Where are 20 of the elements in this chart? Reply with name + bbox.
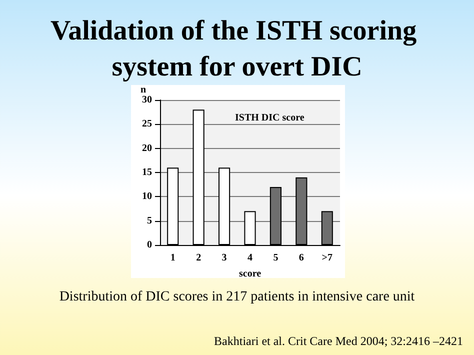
x-axis-title: score: [238, 268, 262, 280]
y-tick-label: 5: [147, 215, 152, 226]
x-tick-label: 1: [170, 252, 176, 264]
text: ISTH DIC score: [235, 112, 305, 124]
chart-title: Validation of the ISTH scoring system for overt DIC: [50, 16, 424, 82]
x-tick-label: 3: [222, 252, 227, 264]
x-tick-label: 4: [248, 252, 252, 264]
x-tick-label: 6: [298, 252, 304, 264]
text: Distribution of DIC scores in 217 patients in intensive care unit: [59, 290, 415, 304]
x-tick-label: 2: [196, 252, 202, 264]
y-tick-label: 0: [147, 240, 152, 250]
y-tick-label: 20: [142, 142, 152, 154]
y-tick-label: 10: [142, 191, 152, 202]
x-tick-label: >7: [322, 252, 332, 264]
text: Bakhtiari et al. Crit Care Med 2004; 32:2416 –2421: [214, 334, 464, 348]
y-axis-title: n: [140, 84, 146, 96]
y-tick-label: 15: [142, 167, 152, 178]
y-tick-label: 25: [142, 118, 152, 130]
y-tick-label: 30: [142, 94, 152, 106]
x-tick-label: 5: [273, 252, 278, 264]
